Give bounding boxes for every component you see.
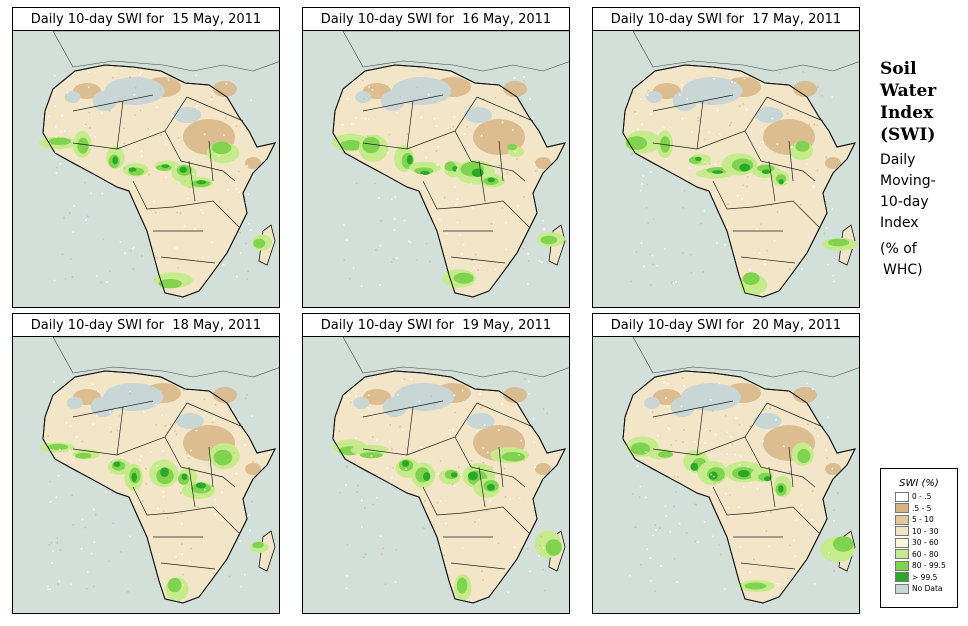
side-subtitle: Daily Moving- 10-day Index: [880, 150, 965, 234]
legend-label: 5 - 10: [912, 515, 934, 525]
side-subtitle-line: Daily: [880, 152, 916, 168]
legend-item: 0 - .5: [895, 491, 957, 503]
africa-map-svg: [13, 337, 279, 613]
swi-map-1: [12, 30, 280, 308]
africa-map-svg: [593, 337, 859, 613]
side-unit-line: (% of: [880, 241, 917, 257]
legend-item: 30 - 60: [895, 537, 957, 549]
legend-swatch: [895, 560, 909, 571]
panel-title-6: Daily 10-day SWI for 20 May, 2011: [592, 313, 860, 338]
side-title: Soil Water Index (SWI): [880, 58, 965, 146]
swi-map-6: [592, 336, 860, 614]
swi-map-5: [302, 336, 570, 614]
panel-title-2: Daily 10-day SWI for 16 May, 2011: [302, 7, 570, 32]
legend-label: .5 - 5: [912, 503, 932, 513]
side-title-line: (SWI): [880, 125, 936, 145]
legend-swatch: [895, 503, 909, 514]
africa-map-svg: [303, 337, 569, 613]
legend-item: > 99.5: [895, 572, 957, 584]
legend-item: 80 - 99.5: [895, 560, 957, 572]
side-subtitle-line: Moving-: [880, 173, 936, 189]
side-subtitle-line: Index: [880, 215, 919, 231]
legend-item: No Data: [895, 583, 957, 595]
legend-item: 5 - 10: [895, 514, 957, 526]
legend-item: 10 - 30: [895, 526, 957, 538]
panel-title-5: Daily 10-day SWI for 19 May, 2011: [302, 313, 570, 338]
legend-swatch: [895, 526, 909, 537]
panel-title-4: Daily 10-day SWI for 18 May, 2011: [12, 313, 280, 338]
legend-label: 80 - 99.5: [912, 561, 946, 571]
legend-title: SWI (%): [899, 478, 939, 489]
legend-swatch: [895, 583, 909, 594]
legend-label: 30 - 60: [912, 538, 939, 548]
legend-swatch: [895, 491, 909, 502]
legend-swatch: [895, 537, 909, 548]
legend-item: .5 - 5: [895, 503, 957, 515]
side-unit: (% of WHC): [880, 239, 965, 281]
side-subtitle-line: 10-day: [880, 194, 929, 210]
legend-label: 10 - 30: [912, 526, 939, 536]
africa-map-svg: [303, 31, 569, 307]
side-title-line: Index: [880, 103, 934, 123]
legend-swatch: [895, 514, 909, 525]
side-unit-line: WHC): [883, 262, 923, 278]
legend-label: 60 - 80: [912, 549, 939, 559]
side-title-line: Water: [880, 81, 937, 101]
legend-label: No Data: [912, 584, 943, 594]
legend-swatch: [895, 549, 909, 560]
legend-label: 0 - .5: [912, 492, 932, 502]
legend-swatch: [895, 572, 909, 583]
africa-map-svg: [593, 31, 859, 307]
legend-label: > 99.5: [912, 572, 938, 582]
swi-map-3: [592, 30, 860, 308]
side-title-line: Soil: [880, 59, 917, 79]
legend-item: 60 - 80: [895, 549, 957, 561]
swi-map-2: [302, 30, 570, 308]
africa-map-svg: [13, 31, 279, 307]
panel-title-3: Daily 10-day SWI for 17 May, 2011: [592, 7, 860, 32]
panel-title-1: Daily 10-day SWI for 15 May, 2011: [12, 7, 280, 32]
swi-legend: SWI (%) 0 - .5 .5 - 5 5 - 10 10 - 30 30 …: [880, 468, 958, 608]
swi-map-4: [12, 336, 280, 614]
